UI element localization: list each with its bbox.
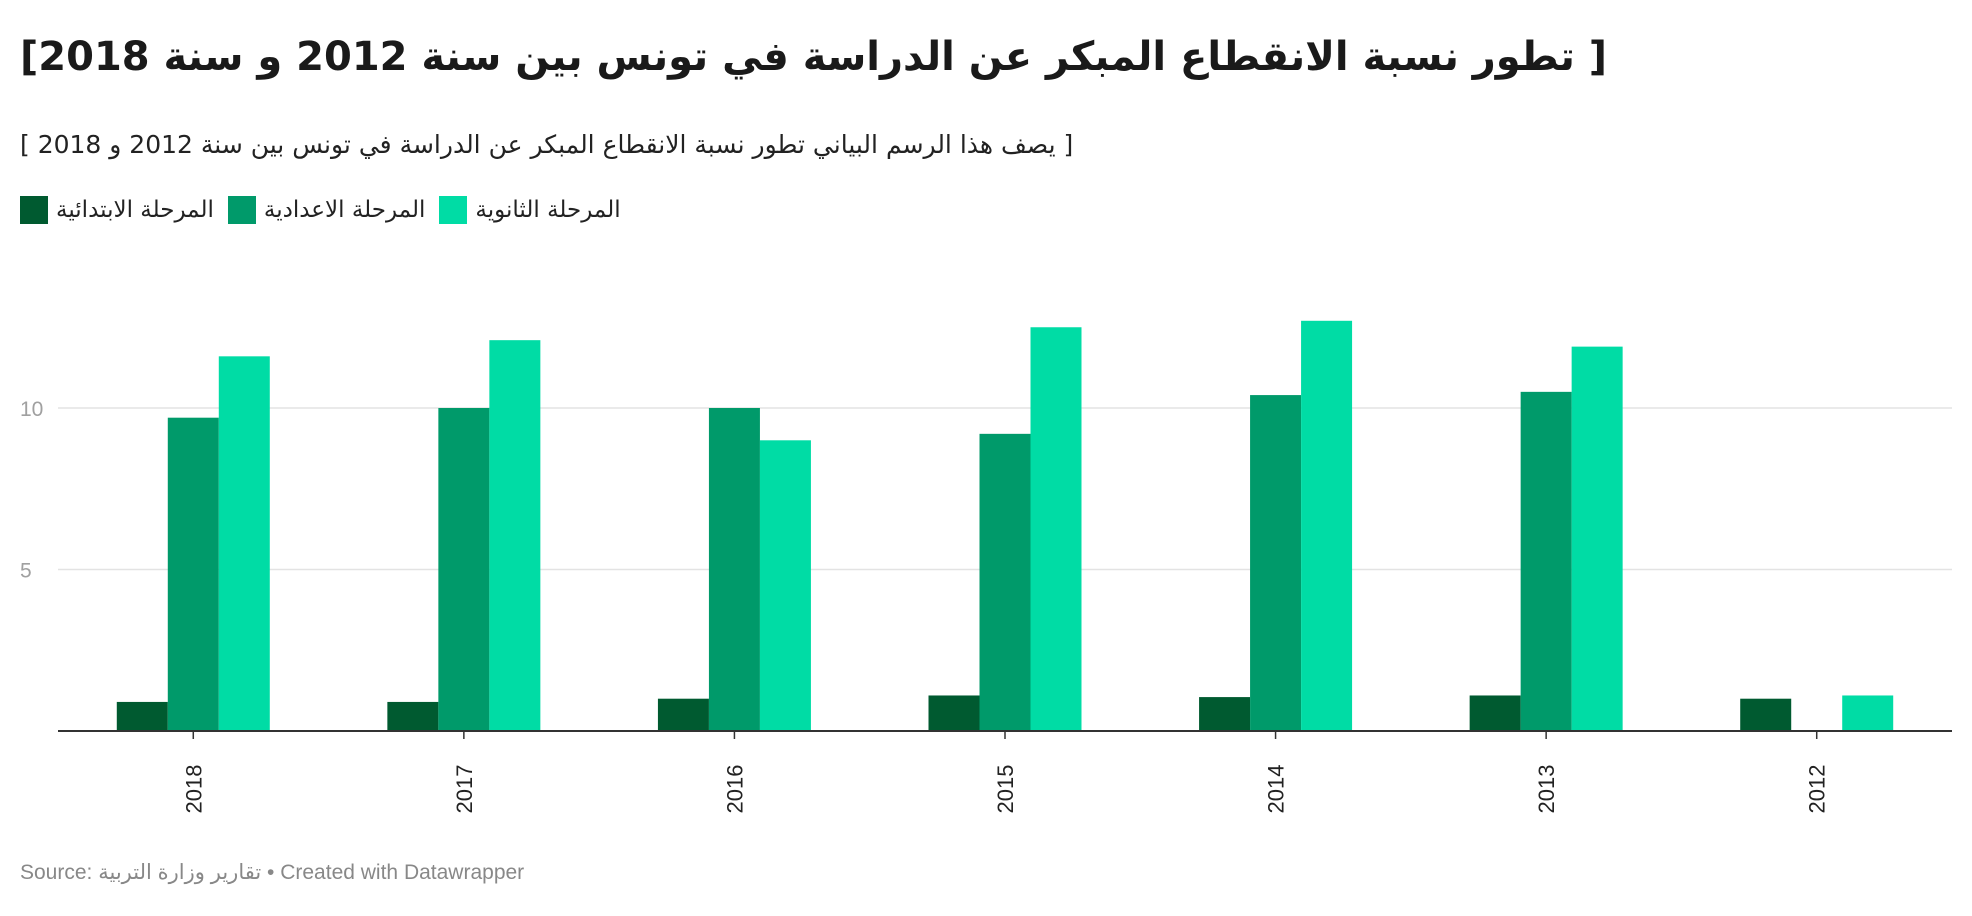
bar-2016-series-0 bbox=[657, 698, 709, 731]
bar-2014-series-1 bbox=[1250, 395, 1302, 731]
bar-2015-series-2 bbox=[1030, 327, 1082, 731]
bar-2017-series-2 bbox=[489, 340, 541, 731]
x-tick-label-2018: 2018 bbox=[181, 765, 206, 814]
bar-2017-series-0 bbox=[387, 701, 439, 731]
bar-2013-series-0 bbox=[1469, 695, 1521, 731]
credit-note: • Created with Datawrapper bbox=[267, 861, 525, 884]
x-tick-label-2012: 2012 bbox=[1805, 765, 1830, 814]
bar-2015-series-1 bbox=[979, 433, 1031, 731]
footer: Source: تقارير وزارة التربية • Created w… bbox=[20, 860, 524, 885]
bar-2013-series-1 bbox=[1520, 391, 1572, 731]
x-tick-label-2013: 2013 bbox=[1534, 765, 1559, 814]
legend-item-primary: المرحلة الابتدائية bbox=[20, 196, 214, 224]
bar-2018-series-1 bbox=[167, 417, 219, 731]
bar-chart: 5 10 2018 2017 2016 2015 2014 2013 2012 bbox=[20, 320, 1952, 814]
legend-swatch-secondary bbox=[439, 196, 468, 224]
bar-2016-series-2 bbox=[759, 440, 811, 731]
bar-2014-series-0 bbox=[1199, 697, 1251, 731]
legend-swatch-primary bbox=[20, 196, 48, 224]
bar-2014-series-2 bbox=[1301, 320, 1353, 731]
y-tick-label-5: 5 bbox=[20, 560, 32, 583]
bar-2012-series-0 bbox=[1740, 698, 1792, 731]
legend-label-primary: المرحلة الابتدائية bbox=[56, 197, 214, 223]
legend-item-secondary: المرحلة الثانوية bbox=[439, 196, 621, 224]
x-tick-label-2016: 2016 bbox=[722, 765, 747, 814]
bar-2012-series-2 bbox=[1842, 695, 1894, 731]
x-tick-label-2015: 2015 bbox=[993, 765, 1018, 814]
chart-title: [ تطور نسبة الانقطاع المبكر عن الدراسة ف… bbox=[20, 34, 1608, 80]
bar-2018-series-0 bbox=[116, 701, 168, 731]
x-tick-label-2017: 2017 bbox=[452, 765, 477, 814]
bar-2017-series-1 bbox=[438, 408, 490, 731]
bar-2015-series-0 bbox=[928, 695, 980, 731]
legend-item-preparatory: المرحلة الاعدادية bbox=[227, 196, 426, 224]
source-note: Source: تقارير وزارة التربية bbox=[20, 861, 262, 884]
bar-2018-series-2 bbox=[218, 356, 270, 731]
bar-2013-series-2 bbox=[1571, 346, 1623, 731]
legend-label-secondary: المرحلة الثانوية bbox=[475, 197, 621, 223]
bar-2016-series-1 bbox=[708, 408, 760, 731]
chart-subtitle: [ يصف هذا الرسم البياني تطور نسبة الانقط… bbox=[20, 130, 1074, 159]
legend: المرحلة الابتدائية المرحلة الاعدادية الم… bbox=[20, 196, 621, 224]
y-tick-label-10: 10 bbox=[20, 398, 43, 421]
legend-label-preparatory: المرحلة الاعدادية bbox=[263, 197, 426, 223]
x-tick-label-2014: 2014 bbox=[1264, 765, 1289, 814]
legend-swatch-preparatory bbox=[227, 196, 256, 224]
